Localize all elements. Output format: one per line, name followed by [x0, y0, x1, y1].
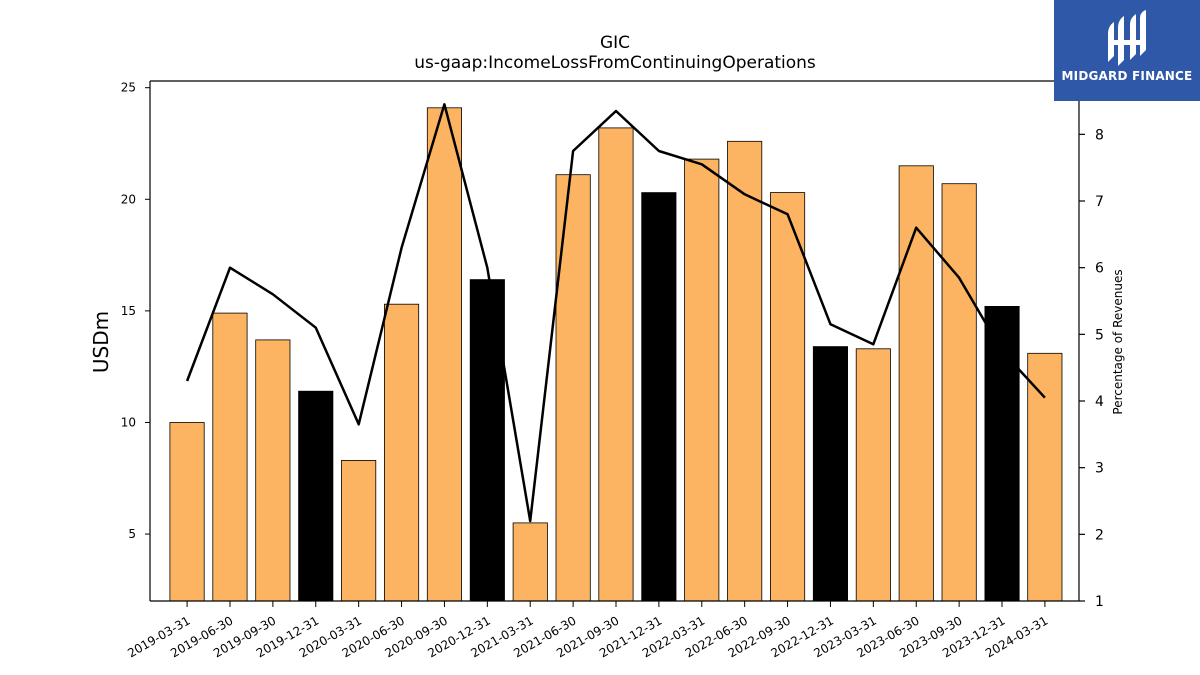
- bar-2020-09-30: [426, 107, 462, 602]
- y-tick-label-left-15: 15: [121, 304, 136, 318]
- bar-2020-12-31: [469, 279, 505, 602]
- bar-2022-03-31: [684, 158, 720, 602]
- y-tick-label-right-1: 1: [1095, 594, 1104, 610]
- line-group: [185, 103, 1046, 523]
- bar-2022-06-30: [727, 140, 763, 602]
- y-tick-label-right-7: 7: [1095, 194, 1104, 210]
- bar-2023-12-31: [984, 305, 1020, 602]
- bar-2024-03-31: [1027, 352, 1063, 602]
- bar-2019-03-31: [169, 422, 205, 602]
- y-tick-label-left-5: 5: [128, 527, 136, 541]
- chart-subtitle: us-gaap:IncomeLossFromContinuingOperatio…: [414, 53, 816, 73]
- chart-title: GIC: [600, 33, 630, 53]
- bar-2023-03-31: [855, 348, 891, 602]
- y-tick-label-right-3: 3: [1095, 461, 1104, 477]
- bar-2023-09-30: [941, 183, 977, 602]
- y-tick-label-right-5: 5: [1095, 327, 1104, 343]
- y-tick-label-right-8: 8: [1095, 127, 1104, 143]
- y-tick-label-left-20: 20: [121, 192, 136, 206]
- y-tick-label-left-25: 25: [121, 81, 136, 95]
- bar-2021-12-31: [641, 192, 677, 602]
- bar-2021-09-30: [598, 127, 634, 602]
- bar-2020-03-31: [341, 459, 377, 602]
- bar-2019-06-30: [212, 312, 248, 602]
- bar-2022-09-30: [770, 192, 806, 602]
- y-tick-label-left-10: 10: [121, 415, 136, 429]
- y-tick-label-right-4: 4: [1095, 394, 1104, 410]
- y-axis-label-left: USDm: [89, 311, 113, 373]
- brand-logo: MIDGARD FINANCE: [1054, 0, 1200, 101]
- bar-2019-12-31: [298, 390, 334, 602]
- logo-text: MIDGARD FINANCE: [1061, 69, 1193, 83]
- bar-2021-06-30: [555, 174, 591, 602]
- y-axis-label-right: Percentage of Revenues: [1111, 269, 1125, 414]
- bar-2020-06-30: [383, 303, 420, 602]
- y-tick-label-right-2: 2: [1095, 527, 1104, 543]
- bar-2022-12-31: [812, 346, 848, 602]
- percentage-line: [185, 103, 1046, 523]
- bar-2019-09-30: [255, 339, 291, 602]
- bars-group: [169, 107, 1063, 602]
- bar-2023-06-30: [898, 165, 934, 602]
- logo-mark-icon: [1108, 10, 1146, 66]
- y-tick-label-right-6: 6: [1095, 261, 1104, 277]
- bar-2021-03-31: [512, 522, 548, 602]
